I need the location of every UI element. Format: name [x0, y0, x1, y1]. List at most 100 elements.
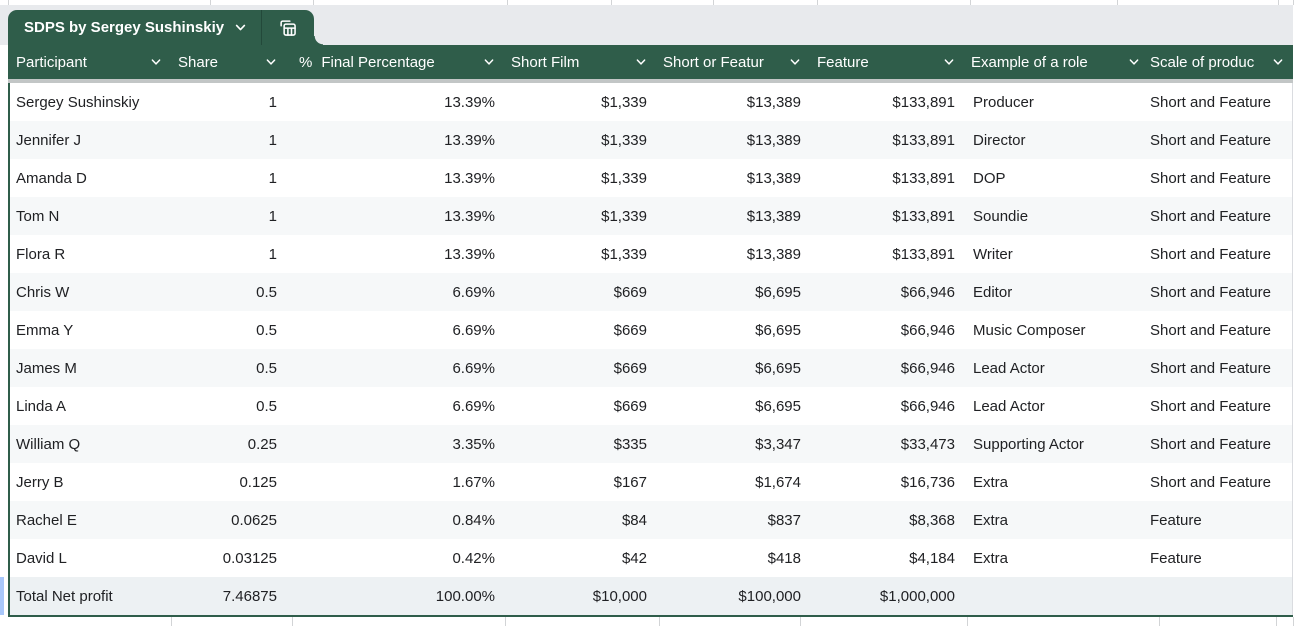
- cell-short-or-feature[interactable]: $13,389: [746, 245, 801, 263]
- column-header-scale-of-production[interactable]: Scale of produc: [1148, 45, 1292, 79]
- chevron-down-icon[interactable]: [150, 56, 170, 68]
- cell-participant[interactable]: Emma Y: [16, 321, 74, 339]
- cell-scale-of-production[interactable]: Short and Feature: [1150, 283, 1271, 301]
- cell-final-percentage[interactable]: 6.69%: [452, 359, 495, 377]
- cell-share[interactable]: 1: [268, 93, 277, 111]
- cell-scale-of-production[interactable]: Short and Feature: [1150, 131, 1271, 149]
- table-row[interactable]: William Q 0.25 3.35% $335 $3,347 $33,473 Suppo…: [10, 425, 1292, 463]
- column-header-feature[interactable]: Feature: [809, 45, 963, 79]
- cell-scale-of-production[interactable]: Short and Feature: [1150, 207, 1271, 225]
- cell-participant[interactable]: Linda A: [16, 397, 67, 415]
- cell-example-of-a-role[interactable]: Writer: [973, 245, 1013, 263]
- cell-final-percentage[interactable]: 6.69%: [452, 397, 495, 415]
- chevron-down-icon[interactable]: [483, 56, 503, 68]
- cell-short-or-feature[interactable]: $6,695: [755, 397, 801, 415]
- cell-example-of-a-role[interactable]: Editor: [973, 283, 1013, 301]
- cell-share[interactable]: 0.125: [239, 473, 277, 491]
- cell-participant[interactable]: Flora R: [16, 245, 66, 263]
- cell-share[interactable]: 1: [268, 169, 277, 187]
- cell-final-percentage[interactable]: 6.69%: [452, 283, 495, 301]
- cell-short-or-feature[interactable]: $6,695: [755, 359, 801, 377]
- cell-participant[interactable]: David L: [16, 549, 67, 567]
- cell-share[interactable]: 0.5: [256, 283, 277, 301]
- cell-example-of-a-role[interactable]: Lead Actor: [973, 359, 1045, 377]
- column-header-short-film[interactable]: Short Film: [503, 45, 655, 79]
- cell-short-or-feature[interactable]: $6,695: [755, 283, 801, 301]
- column-header-final-percentage[interactable]: % Final Percentage: [285, 45, 503, 79]
- active-view-tab[interactable]: SDPS by Sergey Sushinskiy: [8, 10, 262, 45]
- cell-participant[interactable]: Amanda D: [16, 169, 87, 187]
- cell-participant[interactable]: Tom N: [16, 207, 60, 225]
- cell-short-film[interactable]: $1,339: [601, 245, 647, 263]
- cell-scale-of-production[interactable]: Short and Feature: [1150, 435, 1271, 453]
- cell-short-or-feature[interactable]: $3,347: [755, 435, 801, 453]
- cell-feature[interactable]: $33,473: [900, 435, 955, 453]
- cell-participant[interactable]: Chris W: [16, 283, 70, 301]
- cell-scale-of-production[interactable]: Short and Feature: [1150, 359, 1271, 377]
- cell-feature[interactable]: $1,000,000: [879, 587, 955, 605]
- cell-example-of-a-role[interactable]: Extra: [973, 511, 1009, 529]
- cell-short-film[interactable]: $1,339: [601, 169, 647, 187]
- cell-short-or-feature[interactable]: $13,389: [746, 93, 801, 111]
- chevron-down-icon[interactable]: [635, 56, 655, 68]
- cell-feature[interactable]: $4,184: [909, 549, 955, 567]
- cell-short-film[interactable]: $42: [621, 549, 647, 567]
- cell-short-or-feature[interactable]: $13,389: [746, 131, 801, 149]
- cell-example-of-a-role[interactable]: Director: [973, 131, 1026, 149]
- cell-short-film[interactable]: $669: [613, 283, 647, 301]
- cell-share[interactable]: 0.25: [247, 435, 277, 453]
- cell-participant[interactable]: Rachel E: [16, 511, 77, 529]
- cell-short-or-feature[interactable]: $837: [767, 511, 801, 529]
- cell-final-percentage[interactable]: 100.00%: [435, 587, 495, 605]
- cell-participant[interactable]: William Q: [16, 435, 81, 453]
- column-header-short-or-feature[interactable]: Short or Featur: [655, 45, 809, 79]
- cell-participant[interactable]: Total Net profit: [16, 587, 113, 605]
- cell-short-or-feature[interactable]: $13,389: [746, 169, 801, 187]
- column-header-share[interactable]: Share: [170, 45, 285, 79]
- table-row[interactable]: Jerry B 0.125 1.67% $167 $1,674 $16,736 Extra S…: [10, 463, 1292, 501]
- cell-feature[interactable]: $66,946: [900, 359, 955, 377]
- table-row[interactable]: Chris W 0.5 6.69% $669 $6,695 $66,946 Editor Sh…: [10, 273, 1292, 311]
- cell-participant[interactable]: Jennifer J: [16, 131, 82, 149]
- cell-example-of-a-role[interactable]: Extra: [973, 549, 1009, 567]
- cell-feature[interactable]: $133,891: [892, 131, 955, 149]
- table-row[interactable]: Tom N 1 13.39% $1,339 $13,389 $133,891 Soundie…: [10, 197, 1292, 235]
- cell-final-percentage[interactable]: 3.35%: [452, 435, 495, 453]
- cell-scale-of-production[interactable]: Short and Feature: [1150, 321, 1271, 339]
- cell-share[interactable]: 1: [268, 207, 277, 225]
- cell-scale-of-production[interactable]: [1148, 577, 1292, 615]
- table-row[interactable]: Linda A 0.5 6.69% $669 $6,695 $66,946 Lead Act…: [10, 387, 1292, 425]
- cell-feature[interactable]: $66,946: [900, 321, 955, 339]
- total-row[interactable]: Total Net profit 7.46875 100.00% $10,000 $10…: [0, 577, 1292, 615]
- cell-final-percentage[interactable]: 13.39%: [444, 93, 495, 111]
- cell-feature[interactable]: $133,891: [892, 245, 955, 263]
- cell-scale-of-production[interactable]: Short and Feature: [1150, 169, 1271, 187]
- chevron-down-icon[interactable]: [234, 21, 247, 34]
- table-row[interactable]: James M 0.5 6.69% $669 $6,695 $66,946 Lead Act…: [10, 349, 1292, 387]
- cell-share[interactable]: 0.5: [256, 321, 277, 339]
- cell-feature[interactable]: $16,736: [900, 473, 955, 491]
- table-row[interactable]: Flora R 1 13.39% $1,339 $13,389 $133,891 Write…: [10, 235, 1292, 273]
- cell-scale-of-production[interactable]: Short and Feature: [1150, 473, 1271, 491]
- cell-share[interactable]: 0.0625: [231, 511, 277, 529]
- cell-share[interactable]: 0.5: [256, 359, 277, 377]
- chevron-down-icon[interactable]: [789, 56, 809, 68]
- cell-share[interactable]: 1: [268, 245, 277, 263]
- cell-final-percentage[interactable]: 13.39%: [444, 207, 495, 225]
- cell-short-film[interactable]: $335: [613, 435, 647, 453]
- cell-short-film[interactable]: $669: [613, 321, 647, 339]
- table-view-button[interactable]: [262, 10, 324, 45]
- cell-feature[interactable]: $66,946: [900, 283, 955, 301]
- cell-example-of-a-role[interactable]: Extra: [973, 473, 1009, 491]
- cell-short-or-feature[interactable]: $1,674: [755, 473, 801, 491]
- cell-feature[interactable]: $133,891: [892, 169, 955, 187]
- cell-example-of-a-role[interactable]: [963, 577, 1148, 615]
- cell-final-percentage[interactable]: 6.69%: [452, 321, 495, 339]
- cell-short-film[interactable]: $10,000: [592, 587, 647, 605]
- cell-short-film[interactable]: $1,339: [601, 131, 647, 149]
- cell-scale-of-production[interactable]: Short and Feature: [1150, 397, 1271, 415]
- cell-participant[interactable]: Jerry B: [16, 473, 64, 491]
- cell-share[interactable]: 1: [268, 131, 277, 149]
- cell-example-of-a-role[interactable]: Music Composer: [973, 321, 1086, 339]
- cell-final-percentage[interactable]: 13.39%: [444, 169, 495, 187]
